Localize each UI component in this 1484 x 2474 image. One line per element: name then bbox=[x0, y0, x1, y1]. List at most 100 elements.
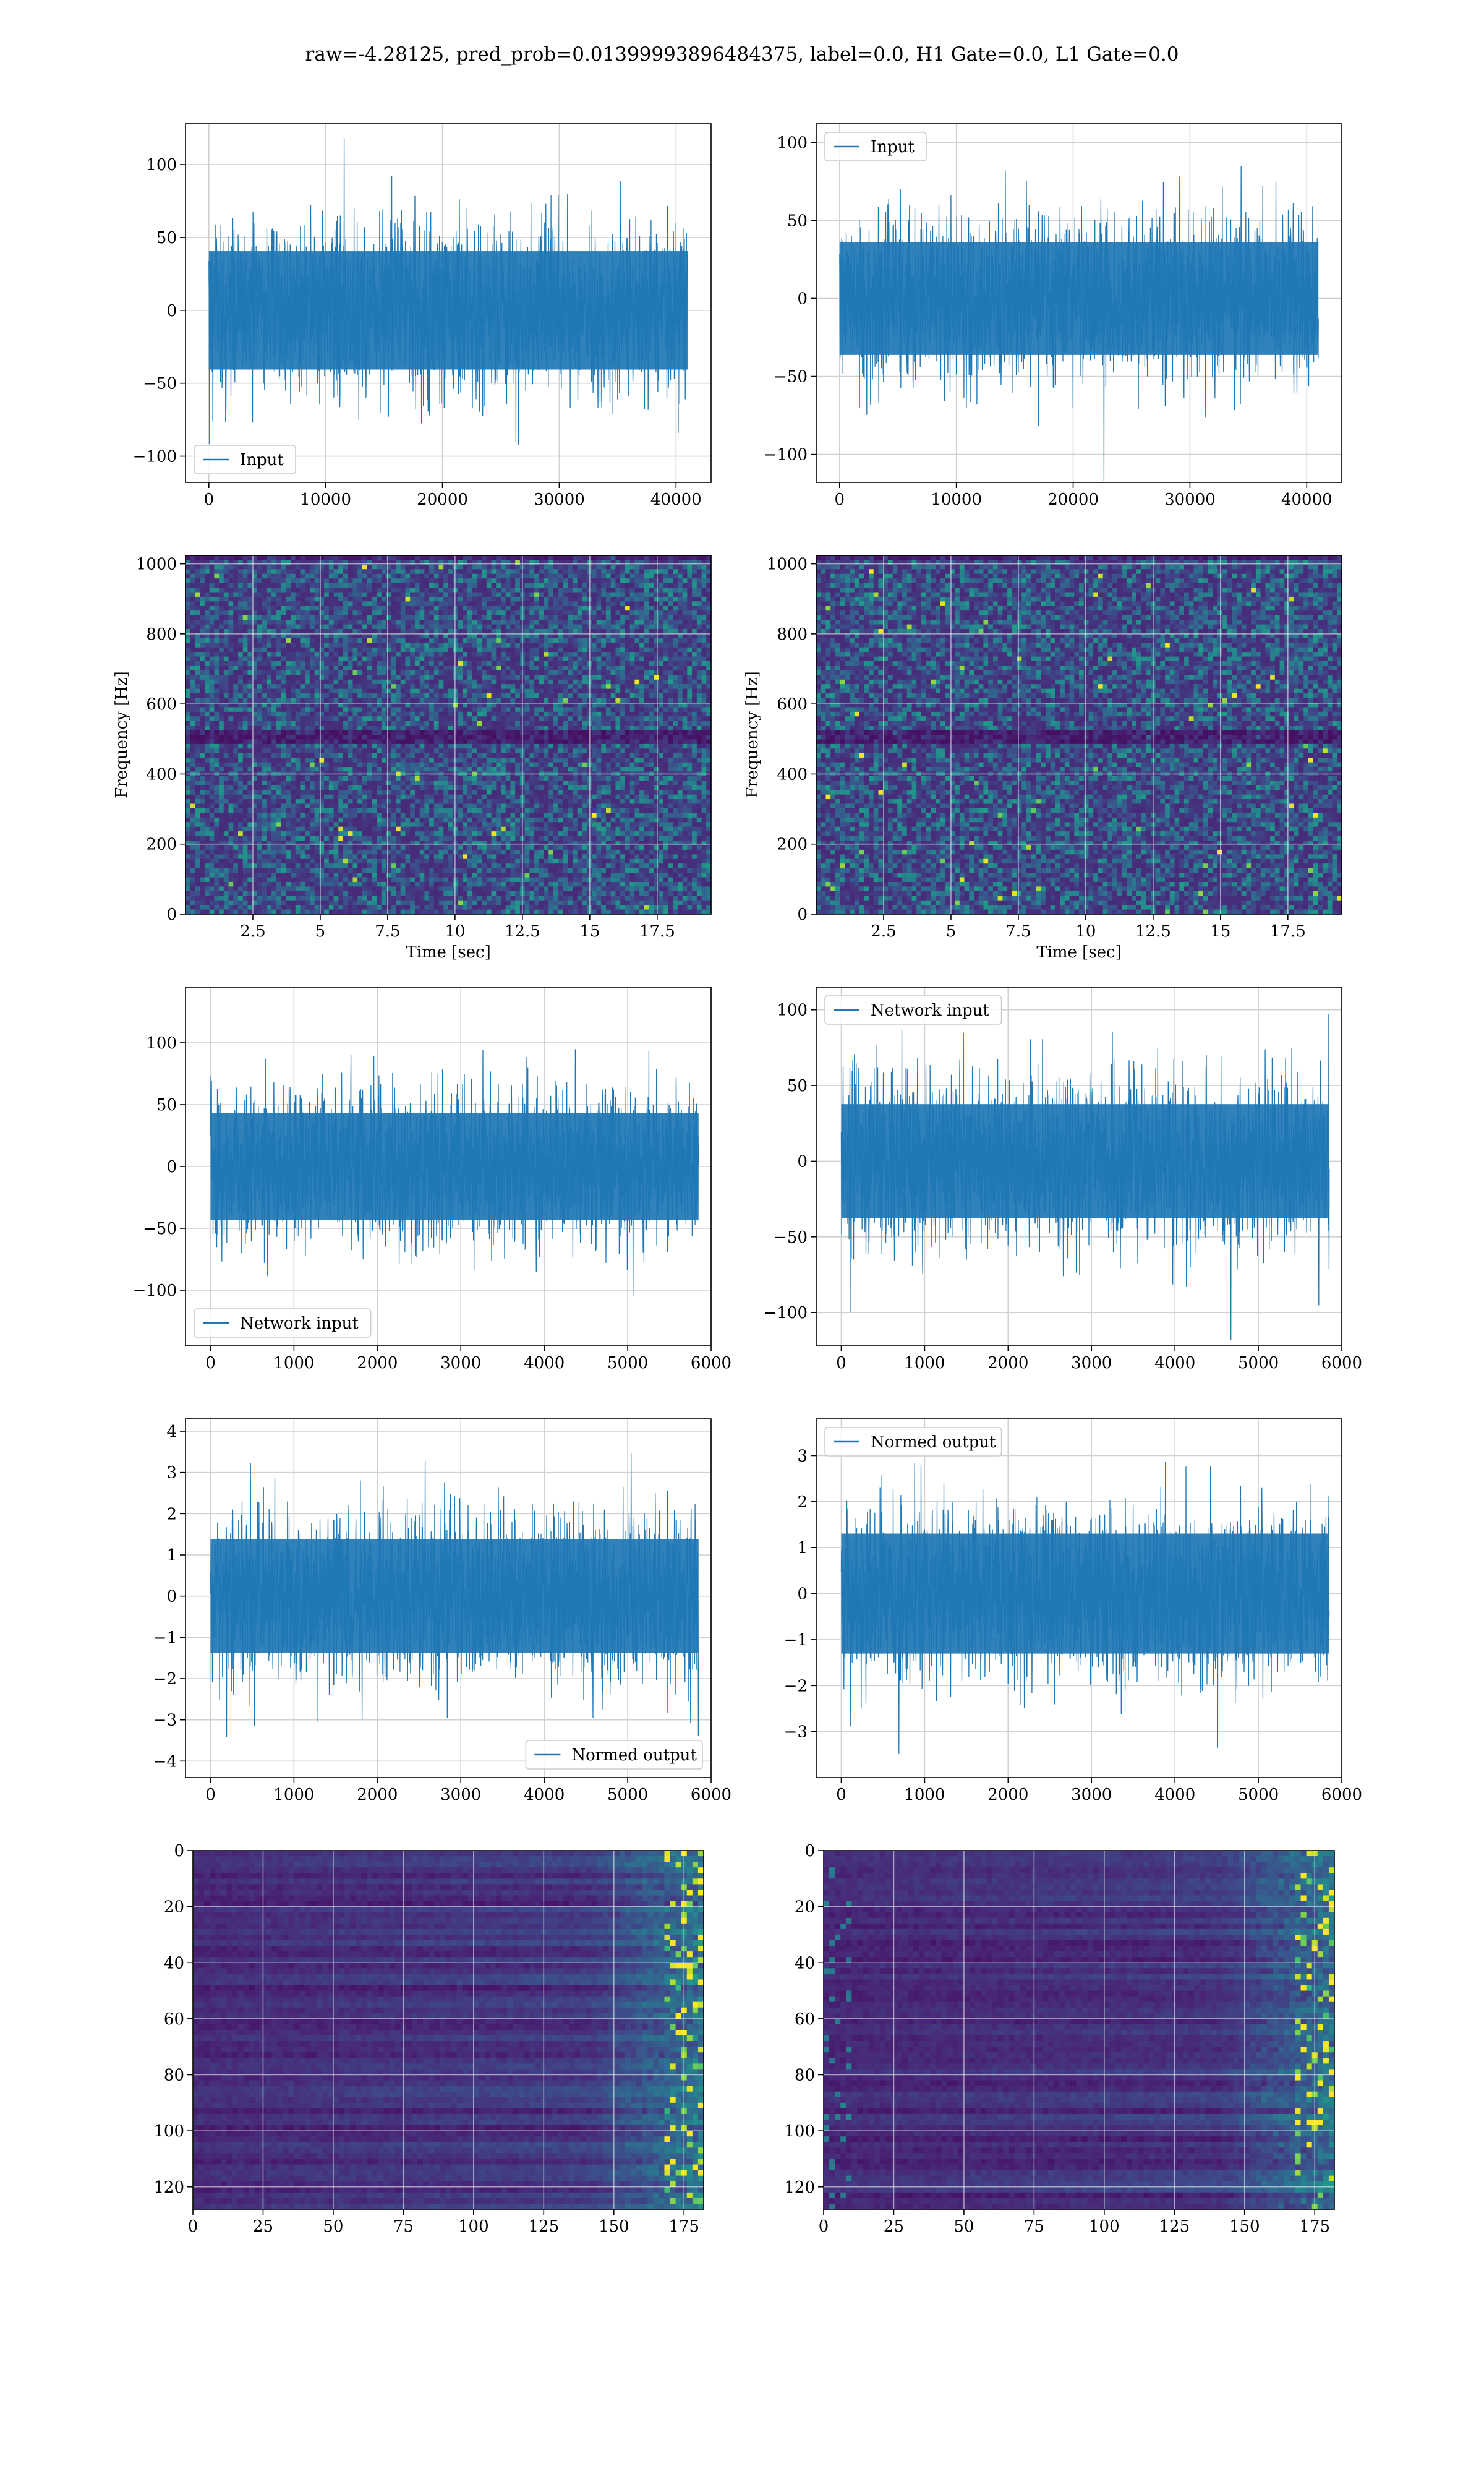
heatmap-cell bbox=[563, 698, 568, 703]
heatmap-cell bbox=[233, 712, 238, 717]
heatmap-cell bbox=[233, 707, 238, 712]
heatmap-cell bbox=[329, 574, 334, 579]
heatmap-cell bbox=[458, 648, 463, 653]
heatmap-cell bbox=[305, 703, 310, 708]
heatmap-cell bbox=[443, 601, 448, 606]
heatmap-cell bbox=[501, 638, 506, 643]
heatmap-cell bbox=[630, 606, 635, 611]
heatmap-cell bbox=[687, 643, 692, 648]
heatmap-cell bbox=[243, 610, 248, 615]
heatmap-cell bbox=[458, 707, 463, 712]
heatmap-cell bbox=[606, 583, 611, 588]
heatmap-cell bbox=[281, 574, 286, 579]
heatmap-cell bbox=[625, 643, 630, 648]
heatmap-cell bbox=[324, 597, 329, 602]
heatmap-cell bbox=[539, 592, 544, 597]
heatmap-cell bbox=[634, 574, 639, 579]
heatmap-cell bbox=[683, 657, 688, 662]
heatmap-cell bbox=[329, 680, 334, 685]
heatmap-cell bbox=[639, 583, 644, 588]
heatmap-cell bbox=[276, 597, 281, 602]
heatmap-cell bbox=[200, 657, 205, 662]
heatmap-cell bbox=[329, 661, 334, 666]
heatmap-cell bbox=[229, 689, 234, 694]
heatmap-cell bbox=[372, 569, 377, 574]
heatmap-cell bbox=[424, 610, 429, 615]
heatmap-cell bbox=[439, 698, 444, 703]
heatmap-cell bbox=[515, 610, 520, 615]
heatmap-cell bbox=[515, 606, 520, 611]
heatmap-cell bbox=[443, 693, 448, 698]
heatmap-cell bbox=[592, 638, 597, 643]
heatmap-cell bbox=[620, 693, 625, 698]
heatmap-cell bbox=[424, 574, 429, 579]
heatmap-cell bbox=[539, 610, 544, 615]
heatmap-cell bbox=[573, 574, 578, 579]
heatmap-cell bbox=[492, 652, 497, 657]
heatmap-cell bbox=[496, 574, 501, 579]
heatmap-cell bbox=[578, 648, 582, 653]
heatmap-cell bbox=[573, 657, 578, 662]
heatmap-cell bbox=[420, 648, 425, 653]
heatmap-cell bbox=[678, 606, 683, 611]
heatmap-cell bbox=[702, 703, 707, 708]
heatmap-cell bbox=[401, 574, 406, 579]
heatmap-cell bbox=[611, 689, 616, 694]
heatmap-cell bbox=[568, 583, 573, 588]
heatmap-cell bbox=[362, 675, 367, 680]
heatmap-cell bbox=[343, 588, 348, 593]
heatmap-cell bbox=[420, 625, 425, 630]
heatmap-cell bbox=[434, 629, 439, 634]
heatmap-cell bbox=[238, 666, 243, 670]
heatmap-cell bbox=[467, 689, 472, 694]
heatmap-cell bbox=[668, 588, 673, 593]
heatmap-cell bbox=[372, 648, 377, 653]
heatmap-cell bbox=[296, 569, 301, 574]
heatmap-cell bbox=[315, 684, 320, 689]
heatmap-cell bbox=[477, 703, 482, 708]
heatmap-cell bbox=[224, 703, 229, 708]
heatmap-cell bbox=[692, 615, 697, 620]
heatmap-cell bbox=[606, 703, 611, 708]
heatmap-cell bbox=[324, 657, 329, 662]
heatmap-cell bbox=[611, 569, 616, 574]
heatmap-cell bbox=[300, 569, 305, 574]
heatmap-cell bbox=[548, 648, 553, 653]
heatmap-cell bbox=[630, 703, 635, 708]
heatmap-cell bbox=[558, 592, 563, 597]
heatmap-cell bbox=[644, 707, 649, 712]
heatmap-cell bbox=[439, 574, 444, 579]
heatmap-cell bbox=[487, 675, 492, 680]
heatmap-cell bbox=[482, 698, 487, 703]
heatmap-cell bbox=[606, 578, 611, 583]
heatmap-cell bbox=[467, 588, 472, 593]
heatmap-cell bbox=[654, 620, 659, 625]
heatmap-cell bbox=[352, 601, 357, 606]
heatmap-cell bbox=[563, 657, 568, 662]
heatmap-cell bbox=[257, 638, 262, 643]
heatmap-cell bbox=[224, 569, 229, 574]
heatmap-cell bbox=[405, 638, 410, 643]
heatmap-cell bbox=[644, 569, 649, 574]
heatmap-cell bbox=[534, 620, 539, 625]
heatmap-cell bbox=[525, 620, 530, 625]
heatmap-cell bbox=[578, 569, 582, 574]
heatmap-cell bbox=[271, 657, 276, 662]
heatmap-cell bbox=[534, 555, 539, 560]
heatmap-cell bbox=[296, 643, 301, 648]
heatmap-cell bbox=[420, 666, 425, 670]
heatmap-cell bbox=[214, 565, 219, 570]
heatmap-cell bbox=[352, 684, 357, 689]
heatmap-cell bbox=[329, 675, 334, 680]
heatmap-cell bbox=[338, 592, 343, 597]
heatmap-cell bbox=[568, 555, 573, 560]
heatmap-cell bbox=[357, 578, 362, 583]
heatmap-cell bbox=[271, 703, 276, 708]
heatmap-cell bbox=[271, 638, 276, 643]
heatmap-cell bbox=[210, 601, 215, 606]
heatmap-cell bbox=[620, 569, 625, 574]
heatmap-cell bbox=[683, 565, 688, 570]
heatmap-cell bbox=[692, 574, 697, 579]
heatmap-cell bbox=[238, 574, 243, 579]
heatmap-cell bbox=[296, 610, 301, 615]
